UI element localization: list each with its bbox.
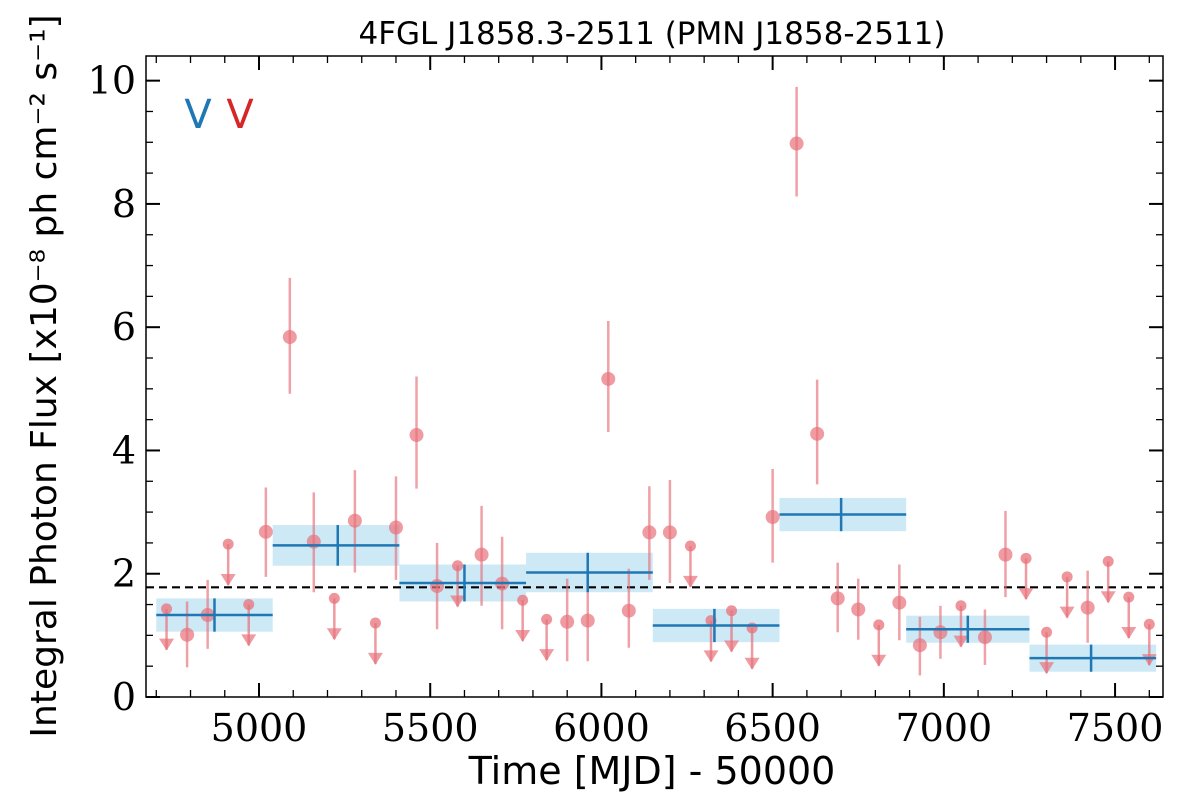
x-tick-label: 7000 bbox=[895, 706, 992, 750]
upper-limit-arrow bbox=[953, 635, 969, 648]
short-bin-point bbox=[601, 371, 616, 386]
upper-limit-arrow bbox=[450, 595, 466, 608]
y-tick-label: 4 bbox=[112, 428, 136, 472]
short-bin-point bbox=[430, 579, 445, 594]
short-bin-point bbox=[810, 426, 825, 441]
upper-limit-point bbox=[1020, 552, 1032, 564]
upper-limit-point bbox=[1061, 571, 1073, 583]
upper-limit-point bbox=[1123, 591, 1135, 603]
upper-limit-point bbox=[1143, 618, 1155, 630]
short-bin-point bbox=[998, 547, 1013, 562]
upper-limit-arrow bbox=[367, 652, 383, 665]
upper-limit-point bbox=[726, 605, 738, 617]
x-tick-label: 7500 bbox=[1067, 706, 1164, 750]
short-bin-point bbox=[1080, 600, 1095, 615]
y-axis-label: Integral Photon Flux [x10⁻⁸ ph cm⁻² s⁻¹] bbox=[24, 14, 65, 737]
upper-limit-point bbox=[746, 622, 758, 634]
chart-title: 4FGL J1858.3-2511 (PMN J1858-2511) bbox=[358, 16, 945, 52]
short-bin-point bbox=[912, 638, 927, 653]
upper-limit-arrow bbox=[515, 630, 531, 643]
y-tick-label: 0 bbox=[112, 675, 136, 719]
short-bin-point bbox=[180, 627, 195, 642]
upper-limit-arrow bbox=[1100, 591, 1116, 604]
upper-limit-point bbox=[955, 600, 967, 612]
short-bin-point bbox=[621, 603, 636, 618]
short-bin-point bbox=[560, 614, 575, 629]
upper-limit-arrow bbox=[1039, 662, 1055, 675]
short-bin-point bbox=[789, 136, 804, 151]
short-bin-point bbox=[892, 595, 907, 610]
upper-limit-point bbox=[1041, 626, 1053, 638]
x-tick-label: 5000 bbox=[211, 706, 308, 750]
short-bin-point bbox=[765, 510, 780, 525]
upper-limit-arrow bbox=[682, 575, 698, 588]
x-tick-label: 6000 bbox=[553, 706, 650, 750]
short-bin-point bbox=[388, 520, 403, 535]
short-bin-point bbox=[933, 625, 948, 640]
upper-limit-arrow bbox=[724, 640, 740, 653]
upper-limit-arrow bbox=[871, 654, 887, 667]
upper-limit-arrow bbox=[1121, 626, 1137, 639]
short-bin-point bbox=[258, 524, 273, 539]
y-tick-label: 6 bbox=[112, 305, 136, 349]
upper-limit-point bbox=[222, 538, 234, 550]
upper-limit-arrow bbox=[220, 573, 236, 586]
short-bin-point bbox=[851, 602, 866, 617]
upper-limit-arrow bbox=[703, 650, 719, 663]
y-tick-label: 8 bbox=[112, 182, 136, 226]
short-bin-point bbox=[409, 428, 424, 443]
axes: 0 2 4 6 8 10 5000 5500 6000 6500 7000 7500 bbox=[88, 55, 1164, 750]
short-bin-point bbox=[580, 613, 595, 628]
upper-limit-point bbox=[243, 599, 255, 611]
upper-limit-arrow bbox=[241, 634, 257, 647]
upper-limit-arrow bbox=[326, 628, 342, 641]
upper-limit-point bbox=[684, 540, 696, 552]
upper-limit-point bbox=[369, 617, 381, 629]
upper-limit-point bbox=[517, 594, 529, 606]
upper-limit-point bbox=[873, 619, 885, 631]
upper-limit-point bbox=[328, 592, 340, 604]
short-bin-point bbox=[830, 591, 845, 606]
upper-limit-point bbox=[541, 613, 553, 625]
upper-limit-arrow bbox=[539, 649, 555, 662]
upper-limit-arrow bbox=[1018, 588, 1034, 601]
legend-mark: V bbox=[226, 92, 254, 138]
plot-area bbox=[146, 86, 1163, 676]
short-bin-point bbox=[282, 330, 297, 345]
upper-limit-arrow bbox=[159, 638, 175, 651]
short-bin-point bbox=[662, 525, 677, 540]
y-tick-label: 2 bbox=[112, 552, 136, 596]
upper-limit-point bbox=[161, 603, 173, 615]
x-tick-label: 5500 bbox=[382, 706, 479, 750]
upper-limit-arrow bbox=[1059, 606, 1075, 619]
short-bin-point bbox=[347, 513, 362, 528]
legend-mark: V bbox=[184, 92, 212, 138]
x-axis-label: Time [MJD] - 50000 bbox=[468, 749, 836, 793]
upper-limit-point bbox=[452, 560, 464, 572]
short-bin-point bbox=[977, 630, 992, 645]
axes-frame bbox=[145, 55, 1164, 698]
upper-limit-point bbox=[1102, 555, 1114, 567]
short-bin-point bbox=[642, 525, 657, 540]
upper-limit-arrow bbox=[744, 657, 760, 670]
y-tick-label: 10 bbox=[88, 59, 136, 103]
x-tick-label: 6500 bbox=[724, 706, 821, 750]
short-bin-point bbox=[474, 547, 489, 562]
